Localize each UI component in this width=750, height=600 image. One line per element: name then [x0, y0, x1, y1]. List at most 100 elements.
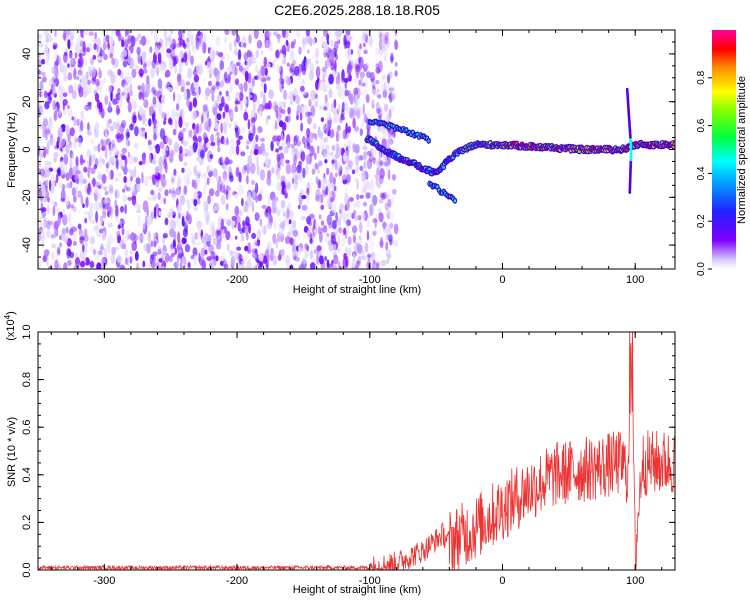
noise-blob	[158, 258, 163, 263]
noise-blob	[311, 54, 315, 60]
noise-blob	[339, 91, 346, 100]
noise-blob	[357, 255, 361, 267]
noise-blob	[246, 145, 249, 150]
noise-blob	[142, 200, 149, 213]
noise-blob	[219, 80, 225, 88]
noise-blob	[324, 159, 328, 164]
noise-blob	[235, 129, 239, 139]
noise-blob	[347, 236, 352, 246]
noise-blob	[318, 79, 322, 84]
noise-blob	[183, 52, 188, 63]
noise-blob	[69, 158, 73, 169]
noise-blob	[168, 189, 172, 194]
noise-blob	[106, 119, 111, 129]
noise-blob	[359, 194, 364, 199]
noise-blob	[154, 165, 159, 176]
noise-blob	[259, 169, 265, 181]
x-tick-label: -100	[359, 274, 381, 286]
x-tick-label: 100	[626, 274, 644, 286]
noise-blob	[250, 116, 256, 124]
noise-blob	[248, 132, 254, 142]
noise-blob	[58, 182, 63, 189]
noise-blob	[182, 140, 189, 147]
noise-blob	[364, 79, 368, 90]
noise-blob	[45, 37, 49, 44]
noise-blob	[94, 157, 99, 168]
noise-blob	[57, 213, 61, 226]
noise-blob	[382, 132, 387, 138]
noise-blob	[125, 30, 130, 36]
noise-blob	[359, 43, 362, 50]
noise-blob	[90, 57, 94, 66]
noise-blob	[237, 222, 241, 232]
noise-blob	[39, 221, 43, 229]
noise-blob	[68, 52, 73, 59]
noise-blob	[104, 95, 109, 105]
noise-blob	[225, 104, 230, 113]
noise-blob	[124, 247, 128, 258]
noise-blob	[393, 240, 399, 247]
noise-blob	[69, 127, 75, 137]
noise-blob	[349, 93, 354, 105]
noise-blob	[379, 160, 384, 166]
noise-blob	[127, 140, 131, 147]
noise-blob	[125, 128, 130, 140]
noise-blob	[69, 228, 74, 236]
noise-blob	[40, 184, 46, 192]
noise-blob	[148, 118, 152, 127]
noise-blob	[175, 103, 180, 111]
noise-blob	[38, 33, 42, 40]
noise-blob	[273, 135, 279, 142]
noise-blob	[215, 70, 221, 82]
noise-blob	[270, 250, 275, 256]
noise-blob	[197, 135, 202, 143]
colorbar-tick-label: 0.2	[696, 214, 707, 228]
noise-blob	[127, 101, 132, 113]
noise-blob	[369, 192, 373, 203]
spike-point	[625, 87, 629, 91]
noise-blob	[377, 94, 382, 99]
noise-blob	[72, 166, 76, 176]
noise-blob	[197, 173, 201, 178]
noise-blob	[108, 85, 113, 93]
noise-blob	[125, 69, 131, 81]
noise-blob	[385, 83, 392, 95]
noise-blob	[334, 172, 338, 177]
noise-blob	[94, 31, 97, 39]
noise-blob	[125, 138, 130, 147]
noise-blob	[289, 91, 294, 101]
noise-blob	[347, 126, 352, 134]
noise-blob	[249, 149, 253, 156]
noise-blob	[92, 66, 96, 79]
noise-blob	[260, 82, 265, 87]
noise-blob	[368, 34, 373, 46]
noise-blob	[192, 44, 196, 53]
noise-blob	[53, 114, 57, 124]
noise-blob	[78, 137, 82, 148]
noise-blob	[346, 160, 349, 172]
noise-blob	[288, 219, 292, 225]
noise-blob	[241, 197, 244, 207]
noise-blob	[195, 39, 200, 50]
noise-blob	[51, 234, 55, 239]
snr-xlabel: Height of straight line (km)	[293, 584, 421, 596]
noise-blob	[352, 117, 356, 129]
noise-blob	[228, 122, 232, 129]
noise-blob	[226, 193, 232, 200]
noise-blob	[40, 89, 44, 100]
noise-blob	[270, 250, 274, 262]
noise-blob	[183, 186, 187, 193]
noise-blob	[251, 180, 256, 185]
noise-blob	[275, 110, 279, 119]
noise-blob	[38, 118, 41, 130]
noise-blob	[208, 68, 211, 74]
noise-blob	[210, 61, 217, 73]
noise-blob	[42, 197, 46, 203]
noise-blob	[263, 255, 268, 264]
noise-blob	[330, 196, 334, 203]
noise-blob	[366, 230, 370, 241]
noise-blob	[38, 161, 42, 168]
noise-blob	[146, 59, 152, 67]
noise-blob	[351, 225, 358, 234]
noise-blob	[383, 40, 389, 52]
